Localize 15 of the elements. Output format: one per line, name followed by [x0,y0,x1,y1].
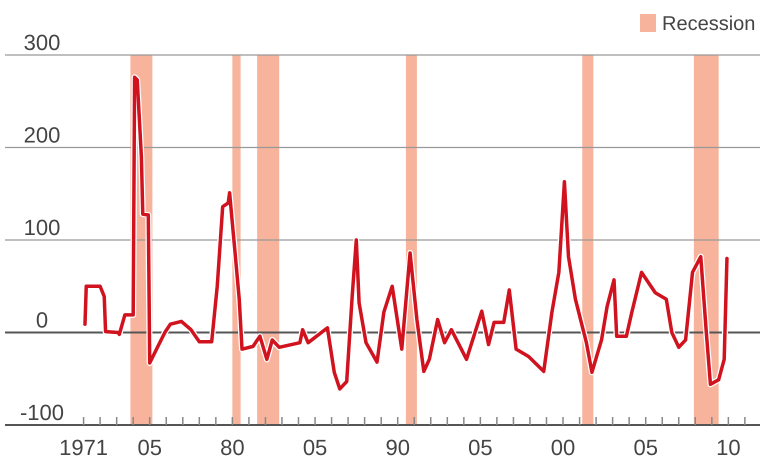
x-tick-label: 90 [385,435,410,460]
x-tick-label: 1971 [59,435,108,460]
y-tick-label: 200 [24,122,60,148]
x-tick-label: 05 [468,435,493,460]
y-tick-label: 0 [36,308,48,332]
x-tick-label: 05 [633,435,658,460]
x-tick-label: 05 [302,435,328,460]
y-tick-label: 300 [24,30,60,55]
x-tick-label: 80 [220,435,245,460]
x-tick-label: 00 [550,435,576,460]
y-tick-label: -100 [20,400,64,425]
x-tick-label: 10 [716,435,741,460]
legend-label: Recession [662,13,756,35]
y-tick-label: 100 [24,215,60,240]
x-tick-label: 05 [137,435,162,460]
